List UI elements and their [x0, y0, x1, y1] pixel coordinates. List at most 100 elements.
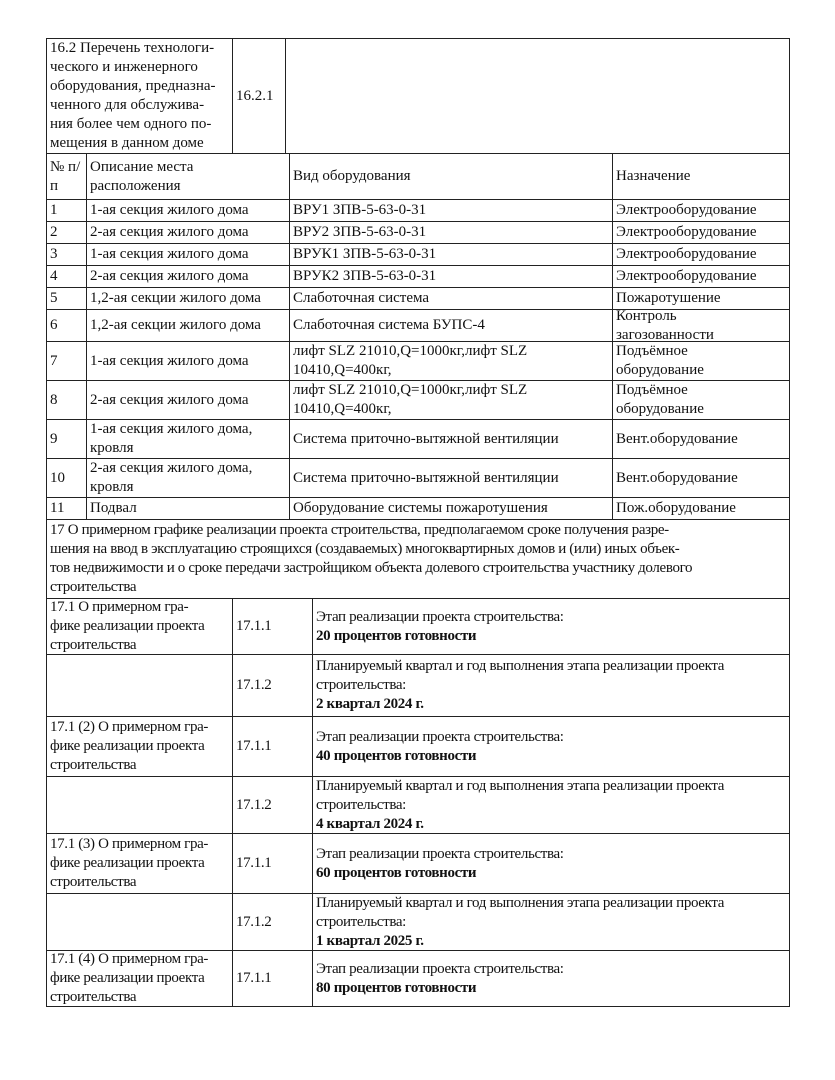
schedule-label	[46, 893, 233, 951]
label-text: 17.1 (2) О примерном гра- фике реализаци…	[50, 719, 209, 773]
row-number: 5	[46, 287, 87, 310]
detail-value: 80 процентов готовности	[316, 979, 477, 996]
schedule-label: 17.1 (4) О примерном гра- фике реализаци…	[46, 950, 233, 1007]
row-location: 2-ая секция жилого дома, кровля	[86, 458, 290, 498]
row-equipment-type: лифт SLZ 21010,Q=1000кг,лифт SLZ 10410,Q…	[289, 380, 613, 420]
cell-text: ВРУК2 ЗПВ-5-63-0-31	[293, 268, 437, 284]
row-equipment-type: ВРУ2 ЗПВ-5-63-0-31	[289, 221, 613, 244]
cell-text: 11	[50, 500, 65, 516]
row-location: Подвал	[86, 497, 290, 520]
schedule-detail: Планируемый квартал и год выполнения эта…	[312, 893, 790, 951]
cell-text: Система приточно-вытяжной вентиляции	[293, 469, 559, 486]
cell-text: 4	[50, 268, 58, 284]
label-text: 17.1 (3) О примерном гра- фике реализаци…	[50, 836, 209, 890]
section-title: 17 О примерном графике реализации проект…	[50, 522, 693, 595]
row-number: 7	[46, 341, 87, 381]
cell-text: 5	[50, 290, 58, 306]
schedule-detail: Планируемый квартал и год выполнения эта…	[312, 776, 790, 834]
schedule-code: 17.1.1	[232, 716, 313, 777]
row-purpose: Подъёмное оборудование	[612, 341, 790, 381]
cell-text: 2-ая секция жилого дома	[90, 268, 249, 284]
row-equipment-type: лифт SLZ 21010,Q=1000кг,лифт SLZ 10410,Q…	[289, 341, 613, 381]
label-text: 17.1 О примерном гра- фике реализации пр…	[50, 599, 205, 653]
label-text: 17.1 (4) О примерном гра- фике реализаци…	[50, 951, 209, 1005]
row-location: 1-ая секция жилого дома	[86, 243, 290, 266]
row-number: 10	[46, 458, 87, 498]
code-text: 17.1.2	[236, 677, 272, 693]
cell-text: Электрооборудование	[616, 246, 757, 262]
cell-text: 6	[50, 317, 58, 333]
cell-text: 3	[50, 246, 58, 262]
cell-text: Подъёмное оборудование	[616, 382, 704, 417]
header-number: № п/ п	[46, 153, 87, 200]
cell-text: Система приточно-вытяжной вентиляции	[293, 430, 559, 447]
code-text: 17.1.1	[236, 738, 272, 754]
cell-text: ВРУ2 ЗПВ-5-63-0-31	[293, 224, 427, 240]
code-text: 17.1.1	[236, 855, 272, 871]
row-equipment-type: Система приточно-вытяжной вентиляции	[289, 419, 613, 459]
detail-text: Планируемый квартал и год выполнения эта…	[316, 777, 725, 813]
row-number: 9	[46, 419, 87, 459]
section-17-title: 17 О примерном графике реализации проект…	[46, 519, 790, 599]
cell-text: 2-ая секция жилого дома	[90, 224, 249, 240]
section-16-2-title: 16.2 Перечень технологи- ческого и инжен…	[46, 38, 233, 154]
cell-text: Пожаротушение	[616, 290, 721, 306]
row-equipment-type: Оборудование системы пожаротушения	[289, 497, 613, 520]
cell-text: Подъёмное оборудование	[616, 343, 704, 378]
row-purpose: Вент.оборудование	[612, 458, 790, 498]
cell-text: Электрооборудование	[616, 268, 757, 284]
row-purpose: Электрооборудование	[612, 221, 790, 244]
row-purpose: Пож.оборудование	[612, 497, 790, 520]
row-location: 1-ая секция жилого дома	[86, 199, 290, 222]
schedule-label: 17.1 (2) О примерном гра- фике реализаци…	[46, 716, 233, 777]
schedule-code: 17.1.1	[232, 833, 313, 894]
row-number: 4	[46, 265, 87, 288]
cell-text: 1-ая секция жилого дома	[90, 352, 249, 369]
row-location: 2-ая секция жилого дома	[86, 221, 290, 244]
cell-text: 1-ая секция жилого дома	[90, 246, 249, 262]
cell-text: ВРУ1 ЗПВ-5-63-0-31	[293, 202, 427, 218]
detail-text: Этап реализации проекта строительства:	[316, 960, 564, 977]
row-purpose: Электрооборудование	[612, 265, 790, 288]
schedule-code: 17.1.1	[232, 598, 313, 655]
code-text: 17.1.2	[236, 796, 272, 813]
cell-text: 2-ая секция жилого дома, кровля	[90, 460, 253, 495]
cell-text: 2-ая секция жилого дома	[90, 391, 249, 408]
schedule-detail: Этап реализации проекта строительства: 40…	[312, 716, 790, 777]
row-number: 2	[46, 221, 87, 244]
cell-text: лифт SLZ 21010,Q=1000кг,лифт SLZ 10410,Q…	[293, 382, 528, 417]
cell-text: Контроль загозованности	[616, 307, 714, 343]
cell-text: 9	[50, 430, 58, 447]
schedule-label	[46, 654, 233, 717]
detail-text: Планируемый квартал и год выполнения эта…	[316, 894, 725, 930]
section-code: 16.2.1	[236, 87, 274, 104]
cell-text: Подвал	[90, 500, 137, 516]
detail-text: Этап реализации проекта строительства:	[316, 728, 564, 745]
row-purpose: Электрооборудование	[612, 243, 790, 266]
header-label: № п/ п	[50, 158, 81, 194]
schedule-detail: Планируемый квартал и год выполнения эта…	[312, 654, 790, 717]
detail-value: 60 процентов готовности	[316, 864, 477, 881]
detail-value: 1 квартал 2025 г.	[316, 932, 424, 949]
row-equipment-type: ВРУ1 ЗПВ-5-63-0-31	[289, 199, 613, 222]
cell-text: Оборудование системы пожаротушения	[293, 500, 548, 516]
cell-text: Электрооборудование	[616, 224, 757, 240]
row-location: 1-ая секция жилого дома, кровля	[86, 419, 290, 459]
cell-text: ВРУК1 ЗПВ-5-63-0-31	[293, 246, 437, 262]
schedule-code: 17.1.2	[232, 776, 313, 834]
row-equipment-type: Система приточно-вытяжной вентиляции	[289, 458, 613, 498]
row-location: 1,2-ая секции жилого дома	[86, 287, 290, 310]
schedule-detail: Этап реализации проекта строительства: 80…	[312, 950, 790, 1007]
schedule-label: 17.1 (3) О примерном гра- фике реализаци…	[46, 833, 233, 894]
cell-text: Вент.оборудование	[616, 430, 738, 447]
cell-text: 1-ая секция жилого дома, кровля	[90, 421, 253, 456]
section-title: 16.2 Перечень технологи- ческого и инжен…	[50, 40, 216, 151]
cell-text: 2	[50, 224, 58, 240]
cell-text: Слаботочная система	[293, 290, 430, 306]
header-location: Описание места расположения	[86, 153, 290, 200]
detail-value: 2 квартал 2024 г.	[316, 696, 424, 712]
cell-text: 1,2-ая секции жилого дома	[90, 290, 261, 306]
row-equipment-type: Слаботочная система	[289, 287, 613, 310]
row-number: 3	[46, 243, 87, 266]
